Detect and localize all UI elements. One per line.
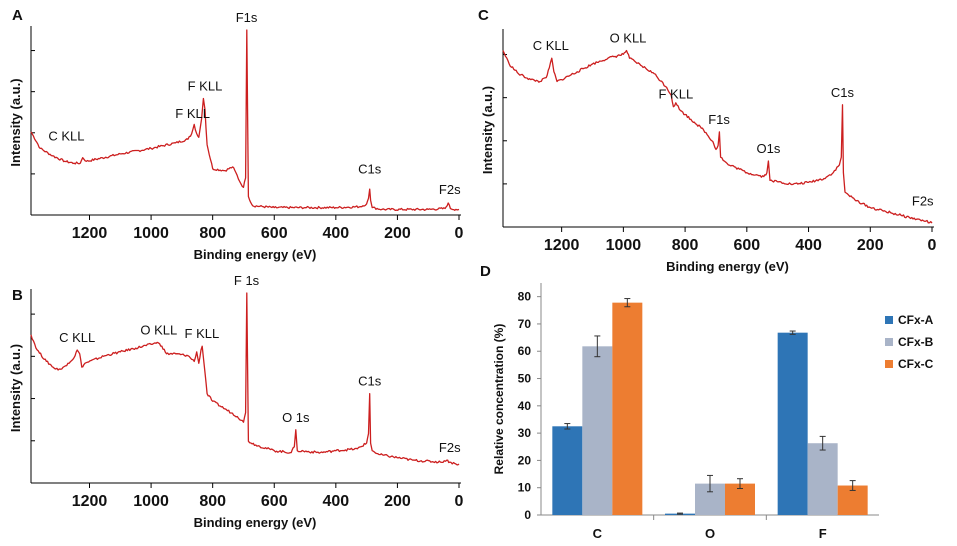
bar-cfx-b-f	[807, 443, 838, 515]
x-tick-label: 800	[672, 237, 699, 254]
y-tick-label: 20	[518, 453, 532, 467]
panel-letter-C: C	[478, 7, 489, 24]
x-tick-label: 1200	[544, 237, 580, 254]
peak-label: C KLL	[533, 38, 569, 53]
peak-label: F2s	[439, 440, 461, 455]
spectrum-line	[30, 292, 460, 466]
peak-label: F2s	[912, 193, 934, 208]
category-label: O	[705, 526, 715, 541]
x-tick-label: 0	[455, 225, 464, 242]
panel-letter-A: A	[12, 7, 23, 24]
x-axis-title: Binding energy (eV)	[194, 247, 317, 262]
bar-cfx-a-c	[552, 426, 583, 515]
peak-label: C KLL	[48, 128, 84, 143]
y-tick-label: 30	[518, 426, 532, 440]
y-tick-label: 50	[518, 372, 532, 386]
y-tick-label: 10	[518, 481, 532, 495]
bar-cfx-c-c	[612, 302, 643, 515]
x-tick-label: 800	[199, 493, 226, 510]
legend-label: CFx-C	[898, 357, 934, 371]
spectrum-line	[502, 49, 933, 224]
x-tick-label: 600	[733, 237, 760, 254]
peak-label: F1s	[708, 112, 730, 127]
x-tick-label: 1200	[72, 225, 108, 242]
category-label: C	[593, 526, 603, 541]
x-tick-label: 400	[322, 493, 349, 510]
y-tick-label: 0	[524, 508, 531, 522]
spectrum-line	[30, 29, 460, 212]
peak-label: O KLL	[610, 30, 647, 45]
peak-label: C KLL	[59, 330, 95, 345]
peak-label: F KLL	[175, 106, 210, 121]
legend-swatch-cfx-b	[885, 338, 893, 346]
x-tick-label: 600	[261, 225, 288, 242]
x-axis-title: Binding energy (eV)	[666, 259, 789, 274]
legend-label: CFx-A	[898, 313, 934, 327]
x-tick-label: 800	[199, 225, 226, 242]
x-tick-label: 400	[795, 237, 822, 254]
panel-letter-B: B	[12, 287, 23, 304]
x-tick-label: 200	[384, 493, 411, 510]
x-tick-label: 0	[455, 493, 464, 510]
y-tick-label: 70	[518, 317, 532, 331]
legend-swatch-cfx-c	[885, 360, 893, 368]
peak-label: C1s	[358, 162, 382, 177]
x-tick-label: 1200	[72, 493, 108, 510]
x-tick-label: 1000	[133, 493, 169, 510]
x-tick-label: 1000	[133, 225, 169, 242]
y-axis-title: Intensity (a.u.)	[8, 78, 23, 166]
bar-cfx-b-c	[582, 346, 613, 515]
y-axis-title: Intensity (a.u.)	[480, 86, 495, 174]
legend-swatch-cfx-a	[885, 316, 893, 324]
panel-letter-D: D	[480, 263, 491, 280]
x-tick-label: 200	[384, 225, 411, 242]
peak-label: F2s	[439, 182, 461, 197]
y-axis-title: Relative concentration (%)	[492, 324, 506, 475]
y-tick-label: 80	[518, 290, 532, 304]
x-tick-label: 600	[261, 493, 288, 510]
x-axis-title: Binding energy (eV)	[194, 515, 317, 530]
peak-label: F KLL	[658, 87, 693, 102]
peak-label: F KLL	[185, 326, 220, 341]
category-label: F	[819, 526, 827, 541]
peak-label: F1s	[236, 10, 258, 25]
x-tick-label: 200	[857, 237, 884, 254]
peak-label: C1s	[358, 374, 382, 389]
peak-label: O 1s	[282, 410, 310, 425]
y-axis-title: Intensity (a.u.)	[8, 344, 23, 432]
legend-label: CFx-B	[898, 335, 934, 349]
x-tick-label: 0	[928, 237, 937, 254]
y-tick-label: 40	[518, 399, 532, 413]
y-tick-label: 60	[518, 344, 532, 358]
peak-label: O KLL	[140, 322, 177, 337]
bar-cfx-a-f	[777, 332, 808, 515]
peak-label: F KLL	[188, 78, 223, 93]
peak-label: C1s	[831, 85, 855, 100]
x-tick-label: 1000	[606, 237, 642, 254]
peak-label: F 1s	[234, 273, 260, 288]
peak-label: O1s	[757, 141, 781, 156]
x-tick-label: 400	[322, 225, 349, 242]
